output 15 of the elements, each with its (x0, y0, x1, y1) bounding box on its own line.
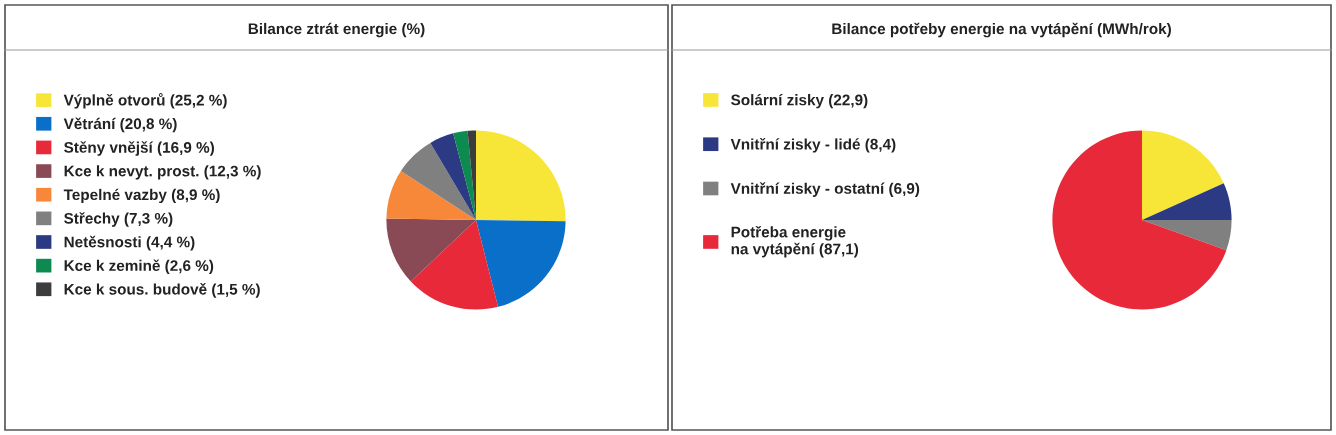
legend-label: Kce k nevyt. prost. (12,3 %) (64, 165, 261, 180)
legend-label: Tepelné vazby (8,9 %) (63, 188, 220, 204)
legend-label: Kce k sous. budově (1,5 %) (64, 283, 260, 298)
legend-label: Solární zisky (22,9) (731, 93, 868, 109)
legend-label: Potřeba energie na vytápění (87,1) (731, 225, 859, 258)
chart-title: Bilance potřeby energie na vytápění (MWh/rok) (832, 22, 1171, 38)
legend-label: Vnitřní zisky - lidé (8,4) (730, 138, 896, 153)
legend-label: Stěny vnější (16,9 %) (64, 141, 214, 156)
legend-label: Vnitřní zisky - ostatní (6,9) (730, 182, 920, 197)
legend-label: Netěsnosti (4,4 %) (64, 235, 195, 251)
legend-label: Kce k zemině (2,6 %) (64, 259, 214, 275)
legend-label: Střechy (7,3 %) (64, 212, 173, 227)
legend-label: Větrání (20,8 %) (63, 117, 177, 133)
chart-title: Bilance ztrát energie (%) (248, 22, 425, 38)
legend-label: Výplně otvorů (25,2 %) (63, 93, 227, 109)
